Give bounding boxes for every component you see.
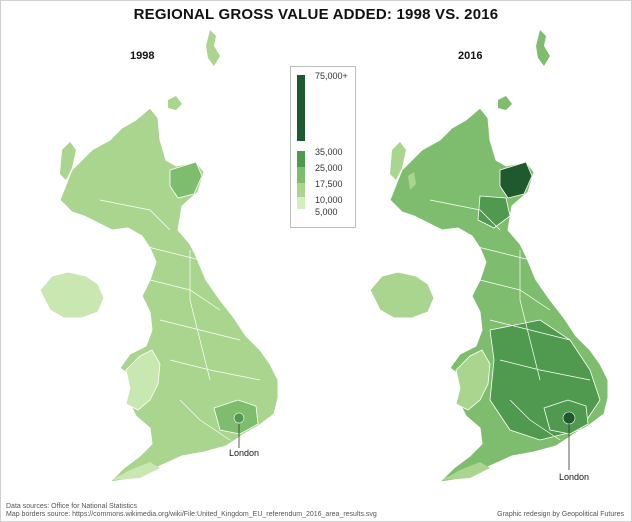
- orkney-1998: [168, 96, 182, 110]
- legend-label-5000: 5,000: [315, 207, 338, 217]
- borders-1998: [99, 199, 261, 441]
- region-wales-1998: [125, 349, 161, 411]
- legend-label-35000: 35,000: [315, 147, 343, 157]
- region-london-core-2016: [562, 411, 576, 425]
- region-wales-2016: [455, 349, 491, 411]
- borders-2016: [429, 199, 591, 441]
- region-aberdeen-1998: [169, 161, 203, 199]
- region-edinburgh-2016: [477, 195, 511, 229]
- legend-swatch-25000: [297, 167, 305, 183]
- legend: 75,000+ 35,000 25,000 17,500 10,000 5,00…: [290, 66, 356, 228]
- legend-label-17500: 17,500: [315, 179, 343, 189]
- legend-swatch-75000: [297, 75, 305, 141]
- region-cornwall-2016: [442, 462, 490, 480]
- map-label-2016: 2016: [458, 50, 483, 62]
- region-aberdeen-2016: [499, 161, 533, 199]
- london-label-1998: London: [229, 448, 260, 458]
- shetland-2016: [536, 30, 550, 66]
- northern-ireland-2016: [369, 271, 435, 319]
- legend-swatch-17500: [297, 183, 305, 197]
- orkney-2016: [498, 96, 512, 110]
- chart-title: REGIONAL GROSS VALUE ADDED: 1998 VS. 201…: [133, 6, 499, 23]
- map-2016: [369, 30, 609, 483]
- footer-data-sources: Data sources: Office for National Statis…: [6, 503, 137, 510]
- legend-label-75000: 75,000+: [315, 71, 348, 81]
- map-1998: [39, 30, 279, 483]
- footer-map-source: Map borders source: https://commons.wiki…: [6, 511, 377, 518]
- legend-label-25000: 25,000: [315, 163, 343, 173]
- london-label-2016: London: [559, 472, 590, 482]
- legend-swatch-10000: [297, 197, 305, 209]
- map-label-1998: 1998: [130, 50, 155, 62]
- shetland-1998: [206, 30, 220, 66]
- legend-label-10000: 10,000: [315, 195, 343, 205]
- footer-credit: Graphic redesign by Geopolitical Futures: [497, 511, 624, 518]
- region-cornwall-1998: [112, 462, 160, 480]
- region-london-core-1998: [233, 412, 245, 424]
- northern-ireland-1998: [39, 271, 105, 319]
- legend-swatch-35000: [297, 151, 305, 167]
